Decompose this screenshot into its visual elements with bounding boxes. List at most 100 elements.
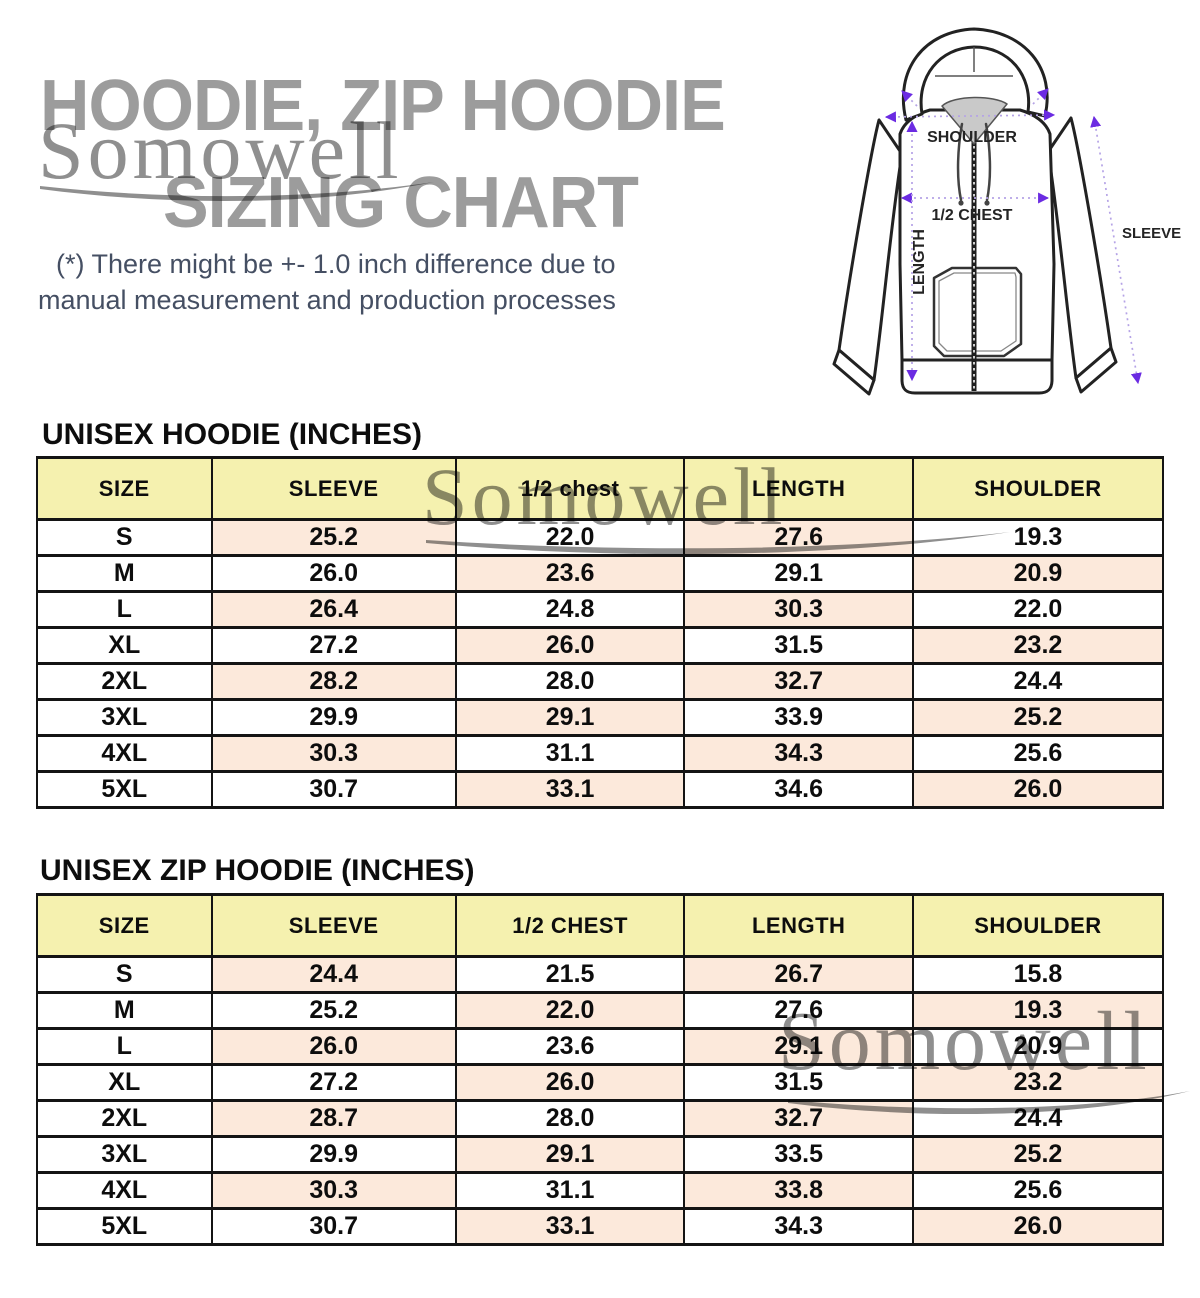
diagram-length-label: LENGTH [911, 229, 928, 295]
measurement-cell: 26.0 [210, 554, 457, 593]
measurement-cell: 31.5 [683, 626, 914, 665]
measurement-cell: 25.2 [210, 991, 457, 1030]
measurement-cell: 25.2 [911, 1135, 1165, 1174]
measurement-cell: 27.2 [210, 626, 457, 665]
measurement-cell: 26.4 [210, 590, 457, 629]
measurement-cell: 24.8 [454, 590, 686, 629]
measurement-cell: 26.0 [454, 1063, 686, 1102]
measurement-cell: 33.1 [454, 770, 686, 809]
watermark-swoosh-icon [40, 182, 434, 202]
measurement-cell: 24.4 [911, 662, 1165, 701]
table-row: 3XL 29.9 29.1 33.9 25.2 [36, 698, 1165, 737]
measurement-cell: 28.2 [210, 662, 457, 701]
measurement-cell: 30.7 [210, 770, 457, 809]
measurement-cell: 26.0 [911, 1207, 1165, 1246]
table-row: 5XL 30.7 33.1 34.3 26.0 [36, 1207, 1165, 1246]
measurement-cell: 29.1 [683, 1027, 914, 1066]
measurement-cell: 34.3 [683, 734, 914, 773]
measurement-cell: 33.8 [683, 1171, 914, 1210]
column-header: 1/2 chest [454, 456, 686, 521]
measurement-arrows [884, 88, 1142, 385]
size-cell: 3XL [36, 1135, 213, 1174]
unisex-zip-hoodie-heading: UNISEX ZIP HOODIE (INCHES) [40, 854, 475, 887]
measurement-cell: 34.6 [683, 770, 914, 809]
measurement-cell: 28.0 [454, 1099, 686, 1138]
header-row: SIZE SLEEVE 1/2 chest LENGTH SHOULDER [36, 456, 1165, 521]
size-cell: 5XL [36, 1207, 213, 1246]
table-row: XL 27.2 26.0 31.5 23.2 [36, 1063, 1165, 1102]
measurement-cell: 32.7 [683, 662, 914, 701]
column-header: SLEEVE [210, 893, 457, 958]
measurement-cell: 19.3 [911, 991, 1165, 1030]
measurement-cell: 28.7 [210, 1099, 457, 1138]
hoodie-measurement-diagram: SHOULDER 1/2 CHEST LENGTH SLEEVE [832, 27, 1181, 396]
table-row: 2XL 28.2 28.0 32.7 24.4 [36, 662, 1165, 701]
table-row: XL 27.2 26.0 31.5 23.2 [36, 626, 1165, 665]
measurement-cell: 25.2 [911, 698, 1165, 737]
column-header: LENGTH [683, 456, 914, 521]
table-row: L 26.0 23.6 29.1 20.9 [36, 1027, 1165, 1066]
size-cell: 4XL [36, 734, 213, 773]
size-cell: M [36, 554, 213, 593]
measurement-cell: 26.7 [683, 955, 914, 994]
column-header: SHOULDER [911, 893, 1165, 958]
measurement-cell: 26.0 [210, 1027, 457, 1066]
measurement-cell: 23.6 [454, 554, 686, 593]
table-row: M 25.2 22.0 27.6 19.3 [36, 991, 1165, 1030]
measurement-cell: 24.4 [911, 1099, 1165, 1138]
watermark-swoosh-icon [426, 532, 1010, 555]
size-cell: 3XL [36, 698, 213, 737]
page-title-line2: SIZING CHART [163, 163, 639, 243]
measurement-cell: 23.6 [454, 1027, 686, 1066]
measurement-cell: 29.1 [454, 1135, 686, 1174]
column-header: SLEEVE [210, 456, 457, 521]
page-title-line1: HOODIE, ZIP HOODIE [40, 66, 726, 146]
table-row: M 26.0 23.6 29.1 20.9 [36, 554, 1165, 593]
measurement-cell: 26.0 [454, 626, 686, 665]
measurement-cell: 15.8 [911, 955, 1165, 994]
table-row: 4XL 30.3 31.1 34.3 25.6 [36, 734, 1165, 773]
column-header: SHOULDER [911, 456, 1165, 521]
column-header: LENGTH [683, 893, 914, 958]
diagram-half-chest-label: 1/2 CHEST [932, 207, 1013, 224]
measurement-cell: 27.2 [210, 1063, 457, 1102]
measurement-cell: 29.1 [454, 698, 686, 737]
measurement-cell: 30.3 [210, 734, 457, 773]
unisex-hoodie-size-table: SIZE SLEEVE 1/2 chest LENGTH SHOULDER S 25.2 22… [36, 456, 1165, 809]
diagram-shoulder-label: SHOULDER [927, 129, 1017, 146]
measurement-cell: 28.0 [454, 662, 686, 701]
measurement-cell: 20.9 [911, 1027, 1165, 1066]
measurement-cell: 25.2 [210, 518, 457, 557]
column-header: SIZE [36, 893, 213, 958]
measurement-cell: 32.7 [683, 1099, 914, 1138]
measurement-cell: 31.1 [454, 734, 686, 773]
table-row: S 25.2 22.0 27.6 19.3 [36, 518, 1165, 557]
unisex-zip-hoodie-size-table: SIZE SLEEVE 1/2 CHEST LENGTH SHOULDER S 24.4 21… [36, 893, 1165, 1246]
size-cell: L [36, 1027, 213, 1066]
measurement-cell: 27.6 [683, 518, 914, 557]
measurement-cell: 33.5 [683, 1135, 914, 1174]
table-row: 2XL 28.7 28.0 32.7 24.4 [36, 1099, 1165, 1138]
size-cell: M [36, 991, 213, 1030]
disclaimer-line1: (*) There might be +- 1.0 inch differenc… [56, 249, 616, 279]
size-cell: 2XL [36, 662, 213, 701]
measurement-cell: 30.3 [210, 1171, 457, 1210]
header-row: SIZE SLEEVE 1/2 CHEST LENGTH SHOULDER [36, 893, 1165, 958]
size-cell: XL [36, 1063, 213, 1102]
table-row: 5XL 30.7 33.1 34.6 26.0 [36, 770, 1165, 809]
table-row: 3XL 29.9 29.1 33.5 25.2 [36, 1135, 1165, 1174]
measurement-cell: 25.6 [911, 734, 1165, 773]
watermark-swoosh-icon [788, 1091, 1190, 1115]
measurement-cell: 29.9 [210, 698, 457, 737]
table-row: S 24.4 21.5 26.7 15.8 [36, 955, 1165, 994]
size-cell: 4XL [36, 1171, 213, 1210]
measurement-cell: 31.5 [683, 1063, 914, 1102]
disclaimer-line2: manual measurement and production proces… [38, 285, 616, 315]
measurement-cell: 22.0 [911, 590, 1165, 629]
size-cell: 5XL [36, 770, 213, 809]
measurement-cell: 23.2 [911, 626, 1165, 665]
measurement-cell: 31.1 [454, 1171, 686, 1210]
measurement-cell: 33.1 [454, 1207, 686, 1246]
measurement-cell: 29.9 [210, 1135, 457, 1174]
